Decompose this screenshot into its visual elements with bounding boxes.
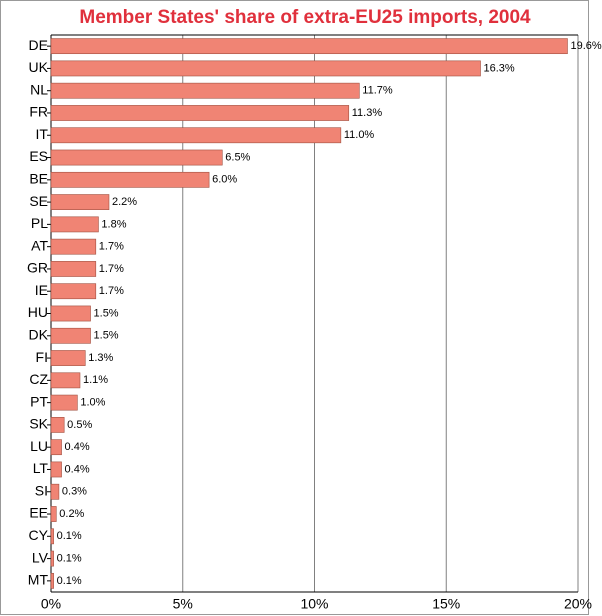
y-tick-label: UK: [29, 59, 49, 75]
x-tick-label: 0%: [41, 596, 61, 612]
bar: [50, 127, 342, 144]
value-label: 1.8%: [101, 218, 126, 230]
y-tick-label: FR: [29, 104, 48, 120]
value-label: 0.2%: [59, 508, 84, 520]
value-label: 6.0%: [212, 174, 237, 186]
bar: [50, 327, 91, 344]
value-label: 1.3%: [88, 352, 113, 364]
x-tick-label: 5%: [173, 596, 193, 612]
y-tick-label: LT: [33, 460, 49, 476]
value-label: 0.1%: [57, 530, 82, 542]
value-label: 0.3%: [62, 486, 87, 498]
bar: [50, 305, 91, 322]
frame: [0, 0, 589, 615]
value-label: 0.1%: [57, 575, 82, 587]
y-tick-label: BE: [29, 171, 48, 187]
value-label: 6.5%: [225, 151, 250, 163]
bar: [50, 439, 62, 456]
bar: [50, 238, 97, 255]
y-tick-label: ES: [29, 148, 48, 164]
y-tick-label: PL: [31, 215, 48, 231]
y-tick-label: IE: [35, 282, 48, 298]
y-tick-label: EE: [29, 505, 48, 521]
value-label: 19.6%: [570, 40, 601, 52]
y-tick-label: SK: [29, 416, 48, 432]
x-tick-label: 10%: [300, 596, 328, 612]
bar: [50, 82, 360, 99]
value-label: 11.0%: [344, 129, 375, 141]
bar: [50, 283, 97, 300]
value-label: 11.7%: [362, 85, 393, 97]
bar: [50, 550, 54, 567]
value-label: 1.0%: [80, 397, 105, 409]
bar: [50, 506, 57, 522]
bar: [50, 394, 78, 411]
value-label: 1.1%: [83, 374, 108, 386]
bar: [50, 350, 86, 366]
bar: [50, 194, 110, 210]
bar: [50, 216, 99, 233]
value-label: 0.4%: [65, 463, 90, 475]
value-label: 1.5%: [94, 307, 119, 319]
value-label: 0.5%: [67, 419, 92, 431]
value-label: 1.7%: [99, 241, 124, 253]
bar: [50, 149, 223, 166]
value-label: 16.3%: [484, 62, 515, 74]
bar: [50, 572, 54, 589]
y-tick-label: DE: [29, 37, 48, 53]
bar: [50, 261, 97, 277]
value-label: 0.4%: [65, 441, 90, 453]
chart-title: Member States' share of extra-EU25 impor…: [79, 7, 531, 28]
bar: [50, 417, 65, 433]
bar: [50, 38, 568, 55]
bar: [50, 528, 54, 545]
y-tick-label: AT: [31, 237, 48, 253]
value-label: 1.7%: [99, 285, 124, 297]
y-tick-label: LU: [30, 438, 48, 454]
bar: [50, 171, 210, 188]
value-label: 1.5%: [94, 330, 119, 342]
value-label: 2.2%: [112, 196, 137, 208]
y-tick-label: CY: [29, 527, 49, 543]
value-label: 1.7%: [99, 263, 124, 275]
y-tick-label: FI: [36, 349, 48, 365]
bar: [50, 105, 350, 121]
x-tick-label: 15%: [432, 596, 460, 612]
y-tick-label: MT: [28, 572, 49, 588]
value-label: 0.1%: [57, 552, 82, 564]
y-tick-label: PT: [30, 393, 48, 409]
bar: [50, 372, 81, 389]
value-label: 11.3%: [352, 107, 383, 119]
y-tick-label: CZ: [29, 371, 48, 387]
x-tick-label: 20%: [564, 596, 592, 612]
y-tick-label: IT: [36, 126, 49, 142]
bar: [50, 60, 481, 77]
y-tick-label: HU: [28, 304, 48, 320]
y-tick-label: LV: [32, 549, 49, 565]
y-tick-label: SE: [29, 193, 48, 209]
y-tick-label: SI: [35, 482, 48, 498]
bar: [50, 461, 62, 478]
y-tick-label: GR: [27, 260, 48, 276]
y-tick-label: NL: [30, 81, 48, 97]
y-tick-label: DK: [29, 326, 49, 342]
bar: [50, 483, 60, 500]
